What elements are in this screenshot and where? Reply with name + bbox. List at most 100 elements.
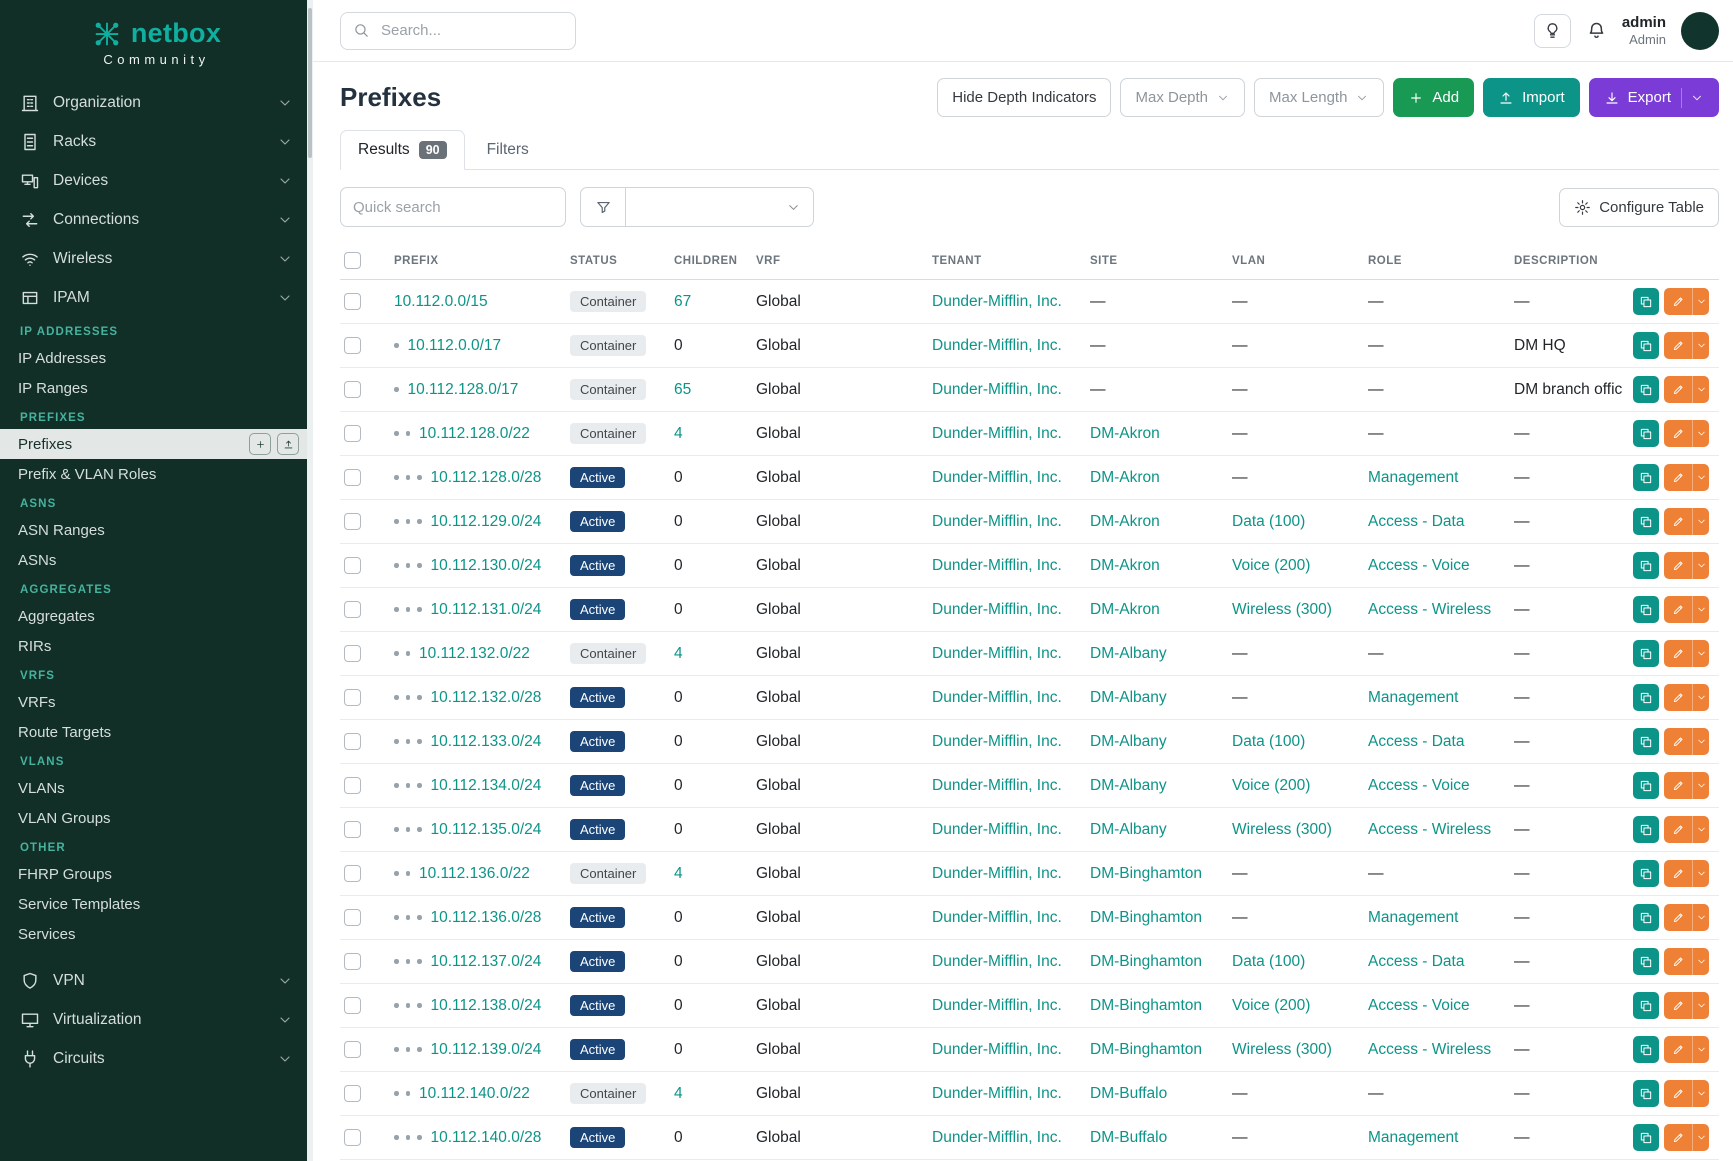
sidebar-item-route-targets[interactable]: Route Targets xyxy=(0,717,313,747)
clone-button[interactable] xyxy=(1633,684,1659,711)
edit-button[interactable] xyxy=(1664,684,1692,711)
edit-button[interactable] xyxy=(1664,816,1692,843)
edit-dropdown-button[interactable] xyxy=(1692,420,1709,447)
tenant-link[interactable]: Dunder-Mifflin, Inc. xyxy=(932,1128,1062,1146)
sidebar-item-vrfs[interactable]: VRFs xyxy=(0,687,313,717)
site-link[interactable]: DM-Albany xyxy=(1090,688,1167,706)
edit-button[interactable] xyxy=(1664,860,1692,887)
vlan-link[interactable]: Data (100) xyxy=(1232,512,1306,530)
tenant-link[interactable]: Dunder-Mifflin, Inc. xyxy=(932,952,1062,970)
edit-dropdown-button[interactable] xyxy=(1692,684,1709,711)
clone-button[interactable] xyxy=(1633,948,1659,975)
sidebar-item-connections[interactable]: Connections xyxy=(0,200,313,239)
column-header-role[interactable]: ROLE xyxy=(1358,242,1504,280)
role-link[interactable]: Access - Wireless xyxy=(1368,820,1492,838)
role-link[interactable]: Access - Wireless xyxy=(1368,600,1492,618)
prefix-link[interactable]: 10.112.133.0/24 xyxy=(430,732,542,750)
clone-button[interactable] xyxy=(1633,508,1659,535)
sidebar-item-fhrp-groups[interactable]: FHRP Groups xyxy=(0,859,313,889)
clone-button[interactable] xyxy=(1633,596,1659,623)
sidebar-item-vpn[interactable]: VPN xyxy=(0,961,313,1000)
site-link[interactable]: DM-Akron xyxy=(1090,556,1160,574)
edit-button[interactable] xyxy=(1664,376,1692,403)
edit-button[interactable] xyxy=(1664,464,1692,491)
export-dropdown-button[interactable]: Export xyxy=(1588,78,1719,117)
row-checkbox[interactable] xyxy=(344,821,361,838)
edit-dropdown-button[interactable] xyxy=(1692,1080,1709,1107)
column-header-status[interactable]: STATUS xyxy=(560,242,664,280)
tenant-link[interactable]: Dunder-Mifflin, Inc. xyxy=(932,776,1062,794)
sidebar-item-devices[interactable]: Devices xyxy=(0,161,313,200)
sidebar-scrollbar[interactable] xyxy=(308,8,312,158)
clone-button[interactable] xyxy=(1633,1124,1659,1151)
edit-button[interactable] xyxy=(1664,1124,1692,1151)
tab-filters[interactable]: Filters xyxy=(469,130,547,170)
row-checkbox[interactable] xyxy=(344,601,361,618)
site-link[interactable]: DM-Albany xyxy=(1090,820,1167,838)
global-search-input[interactable] xyxy=(379,21,563,40)
site-link[interactable]: DM-Akron xyxy=(1090,512,1160,530)
row-checkbox[interactable] xyxy=(344,557,361,574)
quick-search-input[interactable] xyxy=(340,187,566,227)
vlan-link[interactable]: Wireless (300) xyxy=(1232,600,1332,618)
tenant-link[interactable]: Dunder-Mifflin, Inc. xyxy=(932,864,1062,882)
edit-button[interactable] xyxy=(1664,508,1692,535)
site-link[interactable]: DM-Akron xyxy=(1090,600,1160,618)
tenant-link[interactable]: Dunder-Mifflin, Inc. xyxy=(932,908,1062,926)
vlan-link[interactable]: Voice (200) xyxy=(1232,776,1311,794)
prefix-link[interactable]: 10.112.128.0/17 xyxy=(407,380,519,398)
edit-button[interactable] xyxy=(1664,904,1692,931)
sidebar-item-virtualization[interactable]: Virtualization xyxy=(0,1000,313,1039)
clone-button[interactable] xyxy=(1633,860,1659,887)
theme-toggle-button[interactable] xyxy=(1533,13,1571,48)
prefix-link[interactable]: 10.112.136.0/28 xyxy=(430,908,542,926)
prefix-link[interactable]: 10.112.130.0/24 xyxy=(430,556,542,574)
tenant-link[interactable]: Dunder-Mifflin, Inc. xyxy=(932,644,1062,662)
row-checkbox[interactable] xyxy=(344,645,361,662)
clone-button[interactable] xyxy=(1633,728,1659,755)
edit-button[interactable] xyxy=(1664,288,1692,315)
children-count-link[interactable]: 67 xyxy=(674,292,692,310)
site-link[interactable]: DM-Buffalo xyxy=(1090,1084,1168,1102)
import-button[interactable]: Import xyxy=(1483,78,1580,117)
sidebar-item-asns[interactable]: ASNs xyxy=(0,545,313,575)
tenant-link[interactable]: Dunder-Mifflin, Inc. xyxy=(932,380,1062,398)
edit-button[interactable] xyxy=(1664,1080,1692,1107)
site-link[interactable]: DM-Binghamton xyxy=(1090,908,1202,926)
row-checkbox[interactable] xyxy=(344,953,361,970)
avatar[interactable] xyxy=(1681,11,1719,50)
edit-button[interactable] xyxy=(1664,728,1692,755)
tenant-link[interactable]: Dunder-Mifflin, Inc. xyxy=(932,468,1062,486)
edit-dropdown-button[interactable] xyxy=(1692,464,1709,491)
prefix-link[interactable]: 10.112.0.0/17 xyxy=(407,336,502,354)
row-checkbox[interactable] xyxy=(344,293,361,310)
row-checkbox[interactable] xyxy=(344,777,361,794)
prefix-link[interactable]: 10.112.0.0/15 xyxy=(394,292,488,310)
configure-table-button[interactable]: Configure Table xyxy=(1559,187,1719,227)
sidebar-item-rirs[interactable]: RIRs xyxy=(0,631,313,661)
tenant-link[interactable]: Dunder-Mifflin, Inc. xyxy=(932,512,1062,530)
edit-dropdown-button[interactable] xyxy=(1692,948,1709,975)
clone-button[interactable] xyxy=(1633,552,1659,579)
sidebar-item-ip-addresses[interactable]: IP Addresses xyxy=(0,343,313,373)
max-length-dropdown[interactable]: Max Length xyxy=(1254,78,1385,117)
edit-button[interactable] xyxy=(1664,1036,1692,1063)
role-link[interactable]: Management xyxy=(1368,908,1459,926)
row-checkbox[interactable] xyxy=(344,469,361,486)
edit-button[interactable] xyxy=(1664,552,1692,579)
role-link[interactable]: Access - Voice xyxy=(1368,556,1470,574)
children-count-link[interactable]: 4 xyxy=(674,424,683,442)
edit-button[interactable] xyxy=(1664,332,1692,359)
prefix-link[interactable]: 10.112.140.0/28 xyxy=(430,1128,542,1146)
sidebar-item-vlans[interactable]: VLANs xyxy=(0,773,313,803)
tenant-link[interactable]: Dunder-Mifflin, Inc. xyxy=(932,600,1062,618)
filter-button[interactable] xyxy=(580,187,626,227)
role-link[interactable]: Management xyxy=(1368,1128,1459,1146)
edit-dropdown-button[interactable] xyxy=(1692,596,1709,623)
tenant-link[interactable]: Dunder-Mifflin, Inc. xyxy=(932,1084,1062,1102)
prefix-link[interactable]: 10.112.131.0/24 xyxy=(430,600,542,618)
row-checkbox[interactable] xyxy=(344,381,361,398)
prefix-link[interactable]: 10.112.140.0/22 xyxy=(419,1084,530,1102)
quick-import-button[interactable] xyxy=(277,433,299,455)
user-menu[interactable]: admin Admin xyxy=(1622,14,1666,48)
